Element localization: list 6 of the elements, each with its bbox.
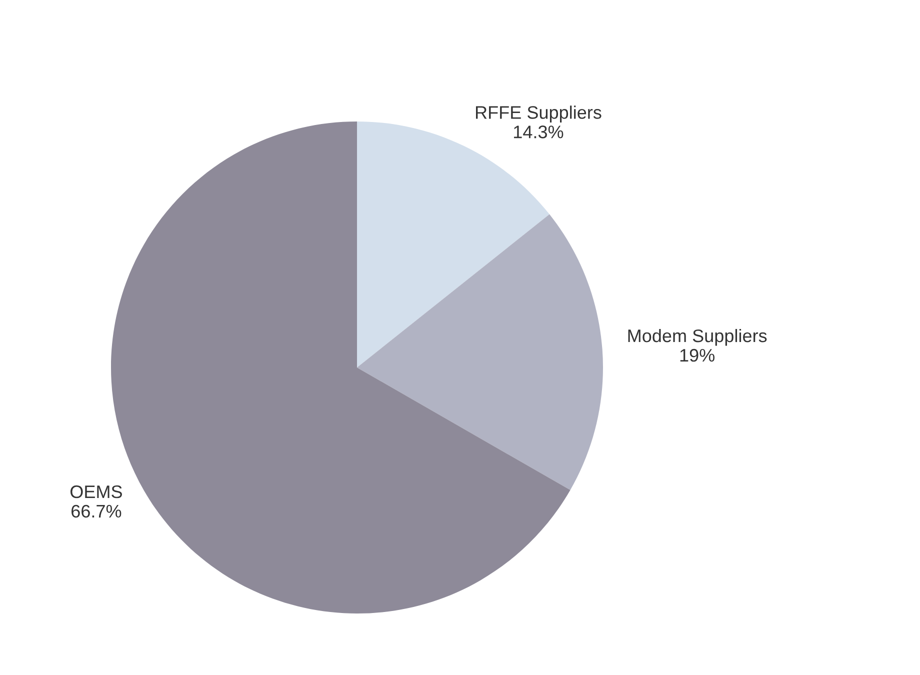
data-label: 14.3% [514, 126, 564, 138]
data-label: 19% [680, 348, 714, 362]
data-label: 66.7% [72, 504, 122, 518]
slice-label: Modem Suppliers [628, 328, 767, 346]
slice-label: RFFE Suppliers [476, 106, 602, 122]
slice-label: OEMS [70, 485, 122, 498]
